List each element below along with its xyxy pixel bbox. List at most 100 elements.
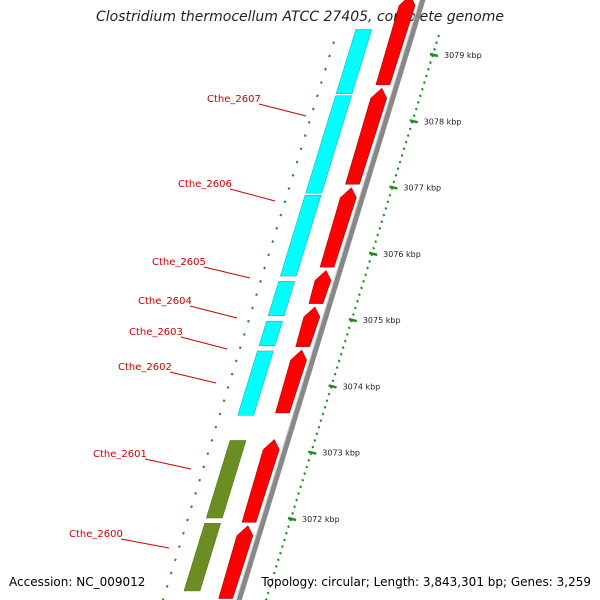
- ruler-tick-label: 3077 kbp: [403, 184, 441, 193]
- feature-tick: [165, 584, 169, 588]
- ruler-minor-tick: [278, 551, 282, 555]
- ruler-minor-tick: [362, 279, 365, 283]
- ruler-minor-tick: [418, 94, 422, 98]
- feature-tick: [283, 200, 287, 204]
- ruler-minor-tick: [347, 326, 351, 330]
- ruler-minor-tick: [364, 273, 367, 277]
- ruler-minor-tick: [360, 286, 363, 290]
- feature-tick: [328, 54, 331, 58]
- ruler-minor-tick: [425, 74, 428, 78]
- forward-cds-arrow: [319, 187, 357, 268]
- ruler-minor-tick: [396, 167, 400, 171]
- ruler-minor-tick: [266, 591, 270, 595]
- forward-cds-arrow: [275, 349, 307, 414]
- feature-tick: [251, 306, 254, 310]
- ruler-major-tick: [368, 251, 378, 257]
- ruler-minor-tick: [305, 465, 309, 469]
- ruler-minor-tick: [293, 505, 296, 509]
- gene-label-leader: [180, 336, 228, 350]
- ruler-minor-tick: [380, 220, 384, 224]
- ruler-minor-tick: [404, 140, 408, 144]
- ruler-minor-tick: [331, 379, 335, 383]
- ruler-major-tick: [429, 52, 439, 58]
- feature-tick: [324, 67, 327, 71]
- ruler-minor-tick: [408, 127, 412, 131]
- ruler-minor-tick: [392, 180, 396, 184]
- ruler-minor-tick: [297, 492, 301, 495]
- feature-tick: [255, 293, 258, 297]
- feature-tick: [182, 531, 185, 535]
- forward-cds-arrow: [218, 525, 254, 599]
- ruler-minor-tick: [398, 160, 402, 164]
- ruler-major-tick: [389, 185, 398, 190]
- feature-tick: [230, 372, 234, 376]
- feature-tick: [299, 147, 303, 151]
- feature-tick: [226, 385, 230, 389]
- ruler-minor-tick: [280, 545, 284, 548]
- reverse-cds-block: [237, 350, 274, 416]
- gene-label-leader: [189, 305, 238, 319]
- ruler-minor-tick: [400, 153, 404, 157]
- ruler-minor-tick: [276, 558, 280, 562]
- ruler-minor-tick: [299, 485, 303, 489]
- ruler-minor-tick: [341, 346, 345, 350]
- ruler-minor-tick: [356, 299, 359, 303]
- ruler-minor-tick: [378, 226, 382, 230]
- gene-label: Cthe_2601: [93, 449, 147, 460]
- ruler-minor-tick: [416, 100, 420, 104]
- ruler-minor-tick: [323, 405, 327, 409]
- ruler-major-tick: [328, 384, 337, 389]
- gene-label-leader: [144, 458, 192, 470]
- feature-tick: [194, 492, 198, 495]
- ruler-minor-tick: [313, 439, 317, 442]
- accession-text: Accession: NC_009012: [9, 575, 146, 589]
- feature-tick: [259, 279, 262, 283]
- ruler-minor-tick: [303, 472, 307, 476]
- feature-tick: [234, 359, 238, 363]
- forward-cds-arrow: [295, 306, 321, 347]
- feature-tick: [242, 332, 246, 336]
- feature-tick: [198, 478, 202, 482]
- genome-backbone: [236, 0, 426, 600]
- ruler-minor-tick: [382, 213, 386, 217]
- feature-tick: [210, 439, 214, 442]
- ruler-tick-label: 3079 kbp: [444, 51, 482, 60]
- forward-cds-arrow: [241, 439, 280, 523]
- gene-label-leader: [258, 103, 307, 117]
- gene-label: Cthe_2607: [207, 94, 261, 105]
- ruler-minor-tick: [335, 366, 339, 369]
- feature-tick: [238, 346, 242, 350]
- ruler-minor-tick: [351, 313, 355, 316]
- ruler-minor-tick: [285, 531, 288, 535]
- gene-label-leader: [169, 371, 217, 384]
- feature-tick: [319, 81, 323, 84]
- ruler-major-tick: [287, 516, 297, 522]
- ruler-minor-tick: [327, 392, 331, 396]
- ruler-minor-tick: [420, 87, 424, 91]
- ruler-minor-tick: [315, 432, 319, 436]
- ruler-tick-label: 3072 kbp: [302, 515, 340, 524]
- ruler-major-tick: [348, 317, 358, 323]
- feature-tick: [332, 41, 335, 45]
- feature-tick: [303, 134, 307, 137]
- ruler-minor-tick: [376, 233, 380, 237]
- ruler-minor-tick: [325, 399, 329, 403]
- feature-tick: [291, 173, 295, 177]
- feature-tick: [275, 226, 279, 230]
- reverse-cds-block: [335, 29, 373, 95]
- ruler-minor-tick: [394, 173, 398, 177]
- ruler-minor-tick: [311, 445, 315, 449]
- genome-summary-text: Topology: circular; Length: 3,843,301 bp…: [261, 575, 591, 589]
- ruler-tick-label: 3076 kbp: [383, 250, 421, 259]
- reverse-cds-block: [258, 320, 283, 346]
- feature-tick: [279, 213, 283, 217]
- feature-tick: [173, 558, 177, 562]
- feature-tick: [206, 452, 210, 456]
- gene-label-leader: [229, 188, 276, 202]
- ruler-minor-tick: [339, 352, 343, 356]
- ruler-minor-tick: [343, 339, 347, 343]
- ruler-minor-tick: [366, 266, 369, 270]
- ruler-minor-tick: [272, 571, 276, 575]
